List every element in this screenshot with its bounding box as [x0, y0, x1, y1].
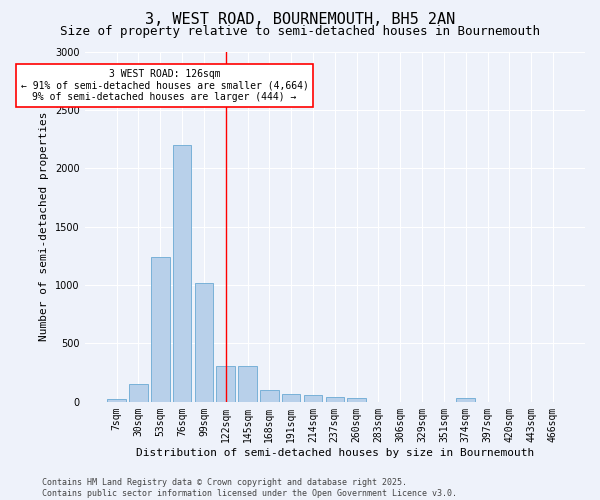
Bar: [151, 257, 170, 402]
Bar: [129, 384, 148, 402]
Bar: [326, 397, 344, 402]
Y-axis label: Number of semi-detached properties: Number of semi-detached properties: [40, 112, 49, 342]
X-axis label: Distribution of semi-detached houses by size in Bournemouth: Distribution of semi-detached houses by …: [136, 448, 534, 458]
Text: 3, WEST ROAD, BOURNEMOUTH, BH5 2AN: 3, WEST ROAD, BOURNEMOUTH, BH5 2AN: [145, 12, 455, 28]
Bar: [457, 398, 475, 402]
Bar: [107, 400, 126, 402]
Text: Contains HM Land Registry data © Crown copyright and database right 2025.
Contai: Contains HM Land Registry data © Crown c…: [42, 478, 457, 498]
Bar: [217, 366, 235, 402]
Text: 3 WEST ROAD: 126sqm
← 91% of semi-detached houses are smaller (4,664)
9% of semi: 3 WEST ROAD: 126sqm ← 91% of semi-detach…: [20, 69, 308, 102]
Text: Size of property relative to semi-detached houses in Bournemouth: Size of property relative to semi-detach…: [60, 25, 540, 38]
Bar: [282, 394, 301, 402]
Bar: [173, 145, 191, 402]
Bar: [347, 398, 366, 402]
Bar: [304, 395, 322, 402]
Bar: [238, 366, 257, 402]
Bar: [194, 282, 213, 402]
Bar: [260, 390, 278, 402]
